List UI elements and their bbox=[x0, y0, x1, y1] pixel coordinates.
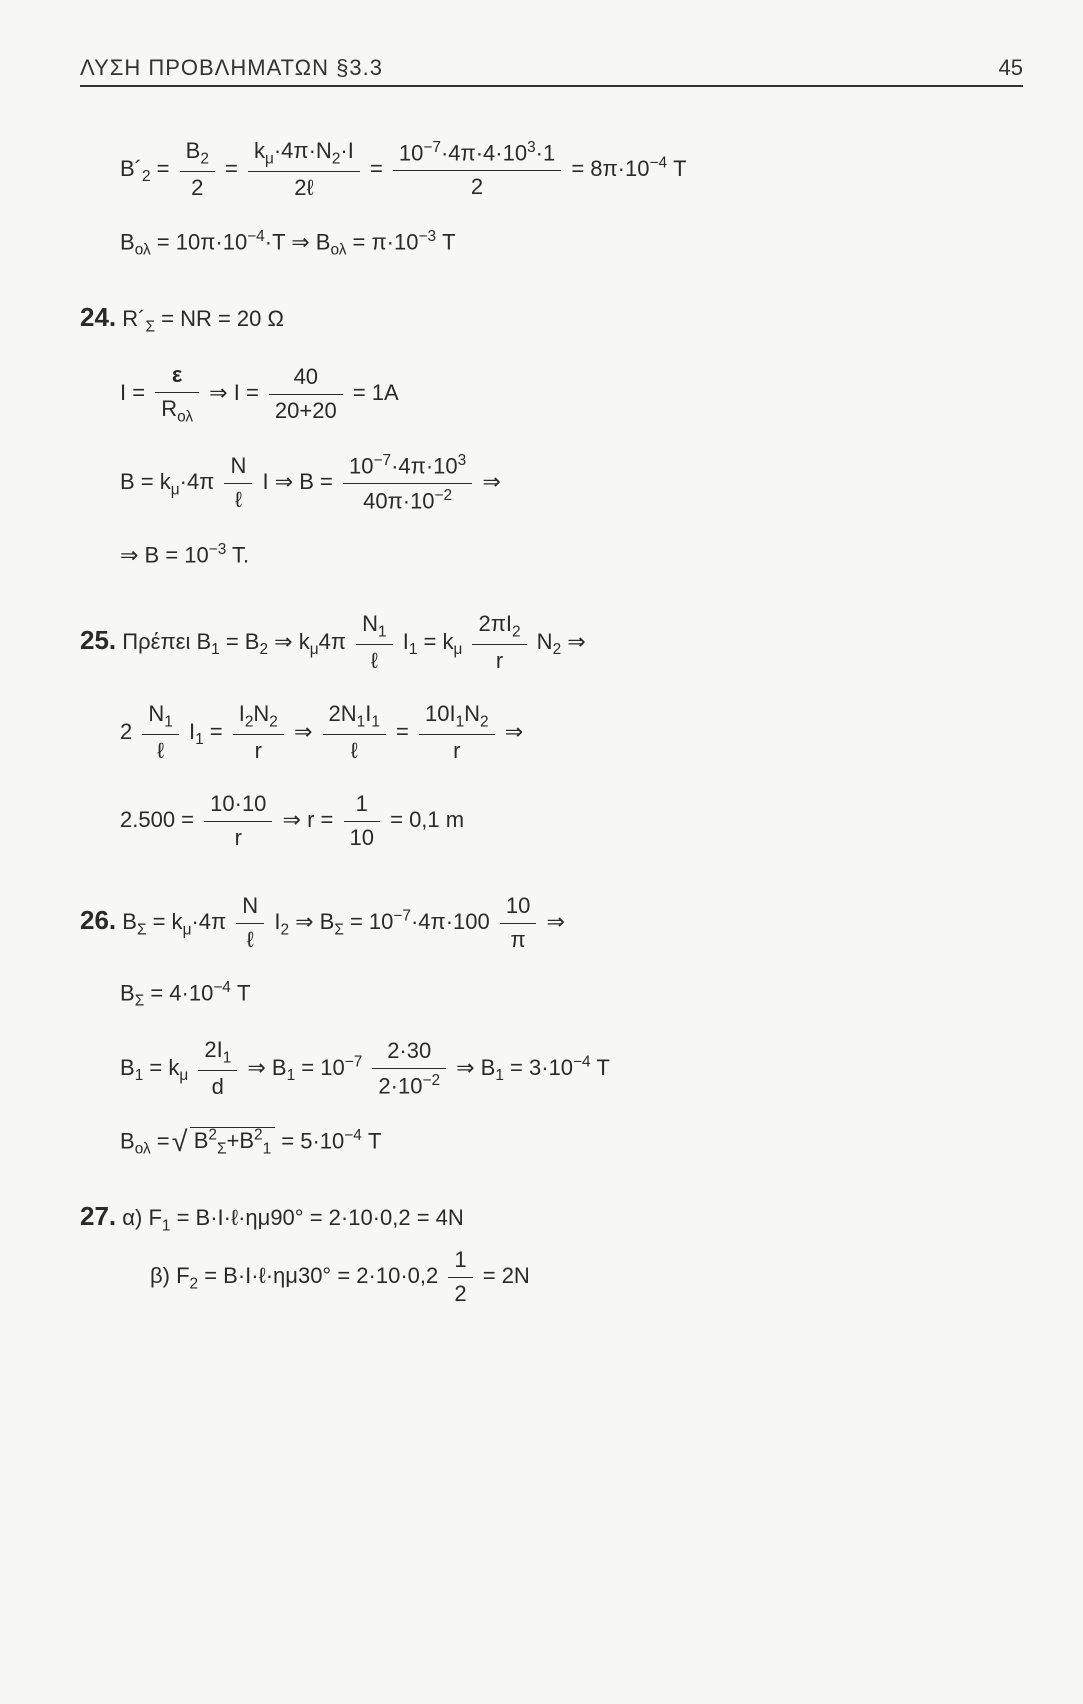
fraction: 2I1 d bbox=[198, 1036, 237, 1102]
fraction: I2N2 r bbox=[233, 700, 284, 766]
problem-number: 27. bbox=[80, 1201, 116, 1231]
page-header: ΛΥΣΗ ΠΡΟΒΛΗΜΑΤΩΝ §3.3 45 bbox=[80, 55, 1023, 87]
fraction: 10·10 r bbox=[204, 790, 272, 852]
fraction: kμ·4π·N2·I 2ℓ bbox=[248, 137, 360, 203]
problem-26-line2: BΣ = 4·10−4 T bbox=[120, 978, 1023, 1012]
fraction: N1 ℓ bbox=[356, 610, 392, 676]
fraction: N1 ℓ bbox=[142, 700, 178, 766]
sub: 2 bbox=[142, 168, 151, 185]
problem-26-line3: B1 = kμ 2I1 d ⇒ B1 = 10−7 2·30 2·10−2 ⇒ … bbox=[120, 1036, 1023, 1102]
problem-26-line4: Bολ = B2Σ+B21 = 5·10−4 T bbox=[120, 1126, 1023, 1160]
fraction: 1 2 bbox=[448, 1246, 472, 1308]
header-title: ΛΥΣΗ ΠΡΟΒΛΗΜΑΤΩΝ §3.3 bbox=[80, 55, 383, 81]
problem-number: 24. bbox=[80, 302, 116, 332]
page-number: 45 bbox=[999, 55, 1023, 81]
problem-25-line2: 2 N1 ℓ I1 = I2N2 r ⇒ 2N1I1 ℓ = 10I1N2 r … bbox=[120, 700, 1023, 766]
problem-number: 26. bbox=[80, 905, 116, 935]
fraction: 1 10 bbox=[344, 790, 380, 852]
fraction: 10I1N2 r bbox=[419, 700, 495, 766]
fraction: 2πI2 r bbox=[472, 610, 526, 676]
problem-24-line3: B = kμ·4π N ℓ I ⇒ B = 10−7·4π·103 40π·10… bbox=[120, 451, 1023, 516]
equation-block-intro-1: B´2 = B2 2 = kμ·4π·N2·I 2ℓ = 10−7·4π·4·1… bbox=[120, 137, 1023, 203]
fraction: N ℓ bbox=[236, 892, 264, 954]
problem-25-line3: 2.500 = 10·10 r ⇒ r = 1 10 = 0,1 m bbox=[120, 790, 1023, 852]
page: ΛΥΣΗ ΠΡΟΒΛΗΜΑΤΩΝ §3.3 45 B´2 = B2 2 = kμ… bbox=[0, 0, 1083, 1704]
square-root: B2Σ+B21 bbox=[176, 1126, 275, 1160]
fraction: 10−7·4π·4·103·1 2 bbox=[393, 138, 561, 202]
problem-24-line2: I = ε Rολ ⇒ I = 40 20+20 = 1A bbox=[120, 361, 1023, 427]
text: B´ bbox=[120, 156, 142, 181]
fraction: 2N1I1 ℓ bbox=[323, 700, 386, 766]
fraction: ε Rολ bbox=[155, 361, 199, 427]
fraction: 2·30 2·10−2 bbox=[372, 1037, 446, 1101]
fraction: B2 2 bbox=[180, 137, 215, 203]
problem-27-line-a: 27. α) F1 = B·I·ℓ·ημ90° = 2·10·0,2 = 4N bbox=[80, 1200, 1023, 1236]
problem-26-line1: 26. BΣ = kμ·4π N ℓ I2 ⇒ BΣ = 10−7·4π·100… bbox=[80, 892, 1023, 954]
problem-25-line1: 25. Πρέπει B1 = B2 ⇒ kμ4π N1 ℓ I1 = kμ 2… bbox=[80, 610, 1023, 676]
fraction: N ℓ bbox=[224, 452, 252, 514]
fraction: 10−7·4π·103 40π·10−2 bbox=[343, 451, 472, 516]
problem-27-line-b: β) F2 = B·I·ℓ·ημ30° = 2·10·0,2 1 2 = 2N bbox=[150, 1246, 1023, 1308]
fraction: 10 π bbox=[500, 892, 536, 954]
problem-number: 25. bbox=[80, 625, 116, 655]
fraction: 40 20+20 bbox=[269, 363, 343, 425]
equation-block-intro-2: Bολ = 10π·10−4·T ⇒ Bολ = π·10−3 T bbox=[120, 227, 1023, 261]
problem-24-line1: 24. R´Σ = NR = 20 Ω bbox=[80, 301, 1023, 337]
problem-24-line4: ⇒ B = 10−3 T. bbox=[120, 540, 1023, 570]
